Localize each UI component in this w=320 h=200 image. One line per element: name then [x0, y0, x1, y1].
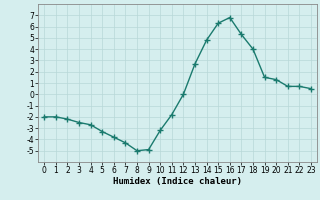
X-axis label: Humidex (Indice chaleur): Humidex (Indice chaleur) — [113, 177, 242, 186]
